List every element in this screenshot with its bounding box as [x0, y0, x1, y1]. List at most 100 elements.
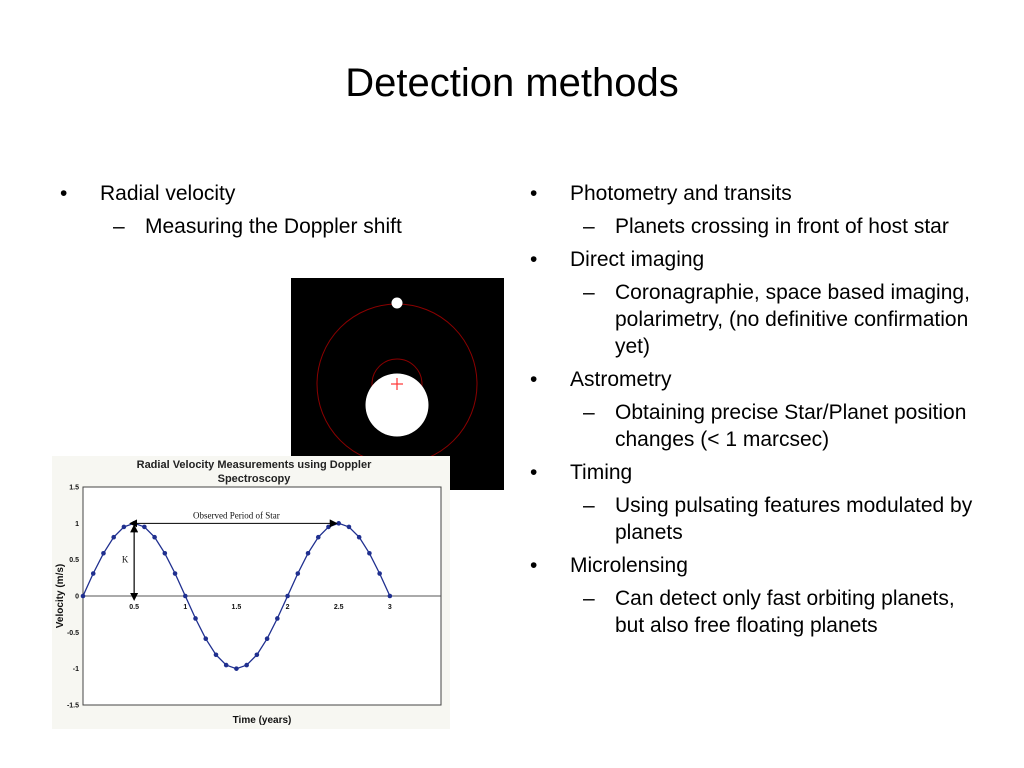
sub-bullet-item: – Measuring the Doppler shift	[100, 213, 480, 240]
sub-bullet-list: – Measuring the Doppler shift	[100, 213, 480, 240]
data-point	[295, 571, 301, 576]
dash-symbol: –	[583, 401, 595, 424]
data-point	[203, 636, 209, 642]
orbit-illustration	[291, 278, 504, 490]
radial-velocity-chart: Radial Velocity Measurements using Doppl…	[52, 456, 450, 729]
data-point	[275, 616, 280, 621]
bullet-text: Photometry and transits	[570, 182, 792, 205]
data-point	[152, 534, 157, 540]
sub-bullet-text: Coronagraphie, space based imaging, pola…	[615, 281, 970, 358]
dash-symbol: –	[583, 215, 595, 238]
data-point	[387, 593, 393, 599]
left-column: • Radial velocity – Measuring the Doppler s…	[60, 180, 480, 246]
bullet-item: • Astrometry – Obtaining precise Star/Plane…	[530, 366, 980, 453]
sub-bullet-text: Using pulsating features modulated by pl…	[615, 494, 973, 544]
data-point	[377, 571, 382, 576]
x-tick-label: 0.5	[129, 604, 139, 611]
bullet-text: Microlensing	[570, 554, 688, 577]
bullet-text: Astrometry	[570, 368, 672, 391]
right-bullet-list: • Photometry and transits – Planets crossin…	[530, 180, 980, 639]
sub-bullet-text: Planets crossing in front of host star	[615, 215, 949, 238]
dash-symbol: –	[113, 215, 125, 238]
x-tick-label: 3	[388, 604, 392, 611]
data-point	[131, 521, 137, 526]
dash-symbol: –	[583, 281, 595, 304]
sub-bullet-text: Obtaining precise Star/Planet position c…	[615, 401, 967, 451]
bullet-item: • Timing – Using pulsating features modulat…	[530, 459, 980, 546]
slide-title: Detection methods	[345, 61, 679, 105]
planet-dot	[391, 297, 403, 309]
y-axis-label: Velocity (m/s)	[55, 564, 66, 628]
right-column: • Photometry and transits – Planets crossin…	[530, 180, 980, 645]
sub-bullet-list: – Planets crossing in front of host star	[570, 213, 980, 240]
data-point	[285, 593, 290, 599]
x-tick-label: 1	[183, 604, 187, 611]
data-point	[162, 550, 168, 556]
data-point	[172, 571, 178, 576]
data-point	[244, 662, 249, 668]
sub-bullet-list: – Using pulsating features modulated by p…	[570, 492, 980, 546]
data-point	[326, 524, 331, 530]
x-axis-ticks: 0.5 1 1.5 2 2.5 3	[129, 604, 392, 611]
chart-title-line-2: Spectroscopy	[218, 473, 292, 485]
sub-bullet-list: – Coronagraphie, space based imaging, pol…	[570, 279, 980, 360]
data-point	[142, 524, 147, 530]
chart-svg: Radial Velocity Measurements using Doppl…	[55, 459, 442, 726]
sub-bullet-item: – Can detect only fast orbiting planets, …	[570, 585, 980, 639]
sub-bullet-text: Measuring the Doppler shift	[145, 215, 402, 238]
y-tick-label: 0	[75, 594, 79, 601]
bullet-symbol: •	[530, 182, 538, 205]
period-annotation: Observed Period of Star	[193, 510, 280, 520]
y-tick-label: 1	[75, 521, 79, 528]
data-point	[305, 550, 311, 556]
y-tick-label: -1.5	[67, 703, 79, 710]
data-point	[367, 550, 372, 556]
data-point	[234, 666, 239, 671]
dash-symbol: –	[583, 494, 595, 517]
data-point	[336, 521, 342, 526]
data-point	[213, 652, 219, 658]
left-bullet-list: • Radial velocity – Measuring the Doppler s…	[60, 180, 480, 240]
bullet-item: • Microlensing – Can detect only fast orbit…	[530, 552, 980, 639]
data-point	[264, 636, 270, 642]
amplitude-annotation: K	[122, 555, 129, 565]
data-point	[111, 534, 116, 540]
sub-bullet-item: – Using pulsating features modulated by p…	[570, 492, 980, 546]
y-tick-label: 1.5	[69, 485, 79, 492]
sub-bullet-item: – Planets crossing in front of host star	[570, 213, 980, 240]
x-tick-label: 1.5	[232, 604, 242, 611]
bullet-text: Direct imaging	[570, 248, 705, 271]
sub-bullet-item: – Obtaining precise Star/Planet position …	[570, 399, 980, 453]
velocity-series-points	[80, 521, 393, 671]
bullet-symbol: •	[530, 248, 538, 271]
data-point	[121, 524, 127, 530]
y-axis-ticks: 1.5 1 0.5 0 -0.5 -1 -1.5	[67, 485, 79, 710]
bullet-symbol: •	[530, 461, 538, 484]
data-point	[315, 534, 321, 540]
bullet-item: • Direct imaging – Coronagraphie, space bas…	[530, 246, 980, 360]
bullet-item: • Photometry and transits – Planets crossin…	[530, 180, 980, 240]
data-point	[223, 662, 229, 668]
sub-bullet-list: – Obtaining precise Star/Planet position …	[570, 399, 980, 453]
data-point	[101, 550, 106, 556]
bullet-item: • Radial velocity – Measuring the Doppler s…	[60, 180, 480, 240]
bullet-symbol: •	[530, 368, 538, 391]
bullet-symbol: •	[530, 554, 538, 577]
data-point	[80, 593, 86, 599]
sub-bullet-list: – Can detect only fast orbiting planets, …	[570, 585, 980, 639]
bullet-text: Timing	[570, 461, 633, 484]
x-tick-label: 2.5	[334, 604, 344, 611]
x-tick-label: 2	[286, 604, 290, 611]
bullet-text: Radial velocity	[100, 182, 236, 205]
data-point	[346, 524, 352, 530]
data-point	[90, 571, 96, 576]
data-point	[356, 534, 362, 540]
y-tick-label: -1	[73, 666, 79, 673]
data-point	[254, 652, 260, 658]
y-tick-label: -0.5	[67, 630, 79, 637]
sub-bullet-item: – Coronagraphie, space based imaging, pol…	[570, 279, 980, 360]
data-point	[182, 593, 188, 599]
y-tick-label: 0.5	[69, 557, 79, 564]
sub-bullet-text: Can detect only fast orbiting planets, b…	[615, 587, 955, 637]
x-axis-label: Time (years)	[233, 715, 292, 726]
